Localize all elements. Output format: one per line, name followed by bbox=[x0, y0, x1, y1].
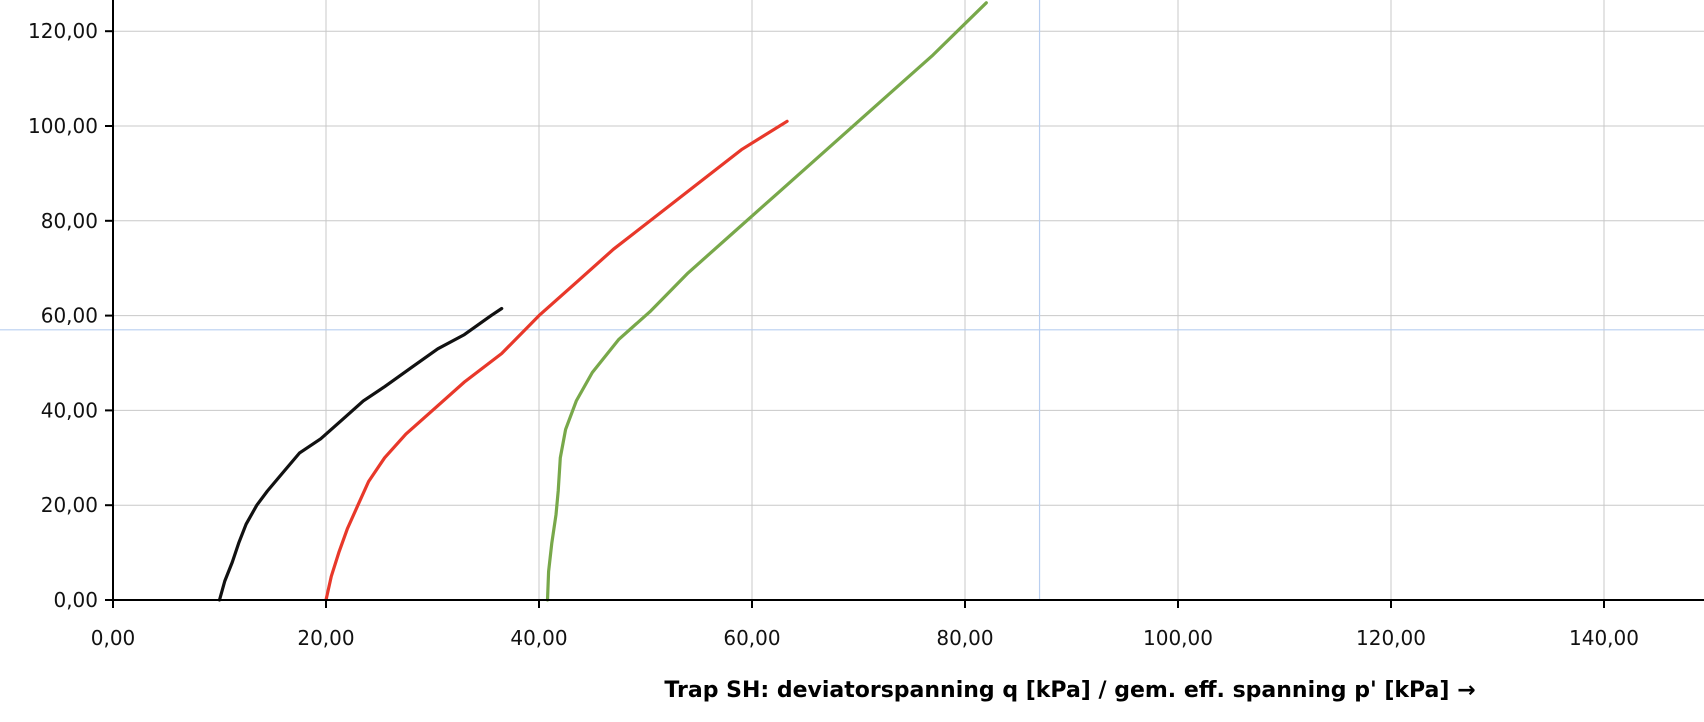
x-tick-label: 60,00 bbox=[723, 626, 780, 650]
x-tick-label: 140,00 bbox=[1569, 626, 1639, 650]
y-tick-label: 60,00 bbox=[41, 304, 98, 328]
y-tick-label: 120,00 bbox=[28, 19, 98, 43]
y-tick-label: 100,00 bbox=[28, 114, 98, 138]
y-tick-label: 40,00 bbox=[41, 398, 98, 422]
x-tick-label: 80,00 bbox=[936, 626, 993, 650]
x-tick-label: 40,00 bbox=[510, 626, 567, 650]
y-tick-label: 0,00 bbox=[53, 588, 98, 612]
y-tick-label: 80,00 bbox=[41, 209, 98, 233]
x-tick-label: 120,00 bbox=[1356, 626, 1426, 650]
y-tick-label: 20,00 bbox=[41, 493, 98, 517]
grid bbox=[113, 0, 1704, 600]
series-lines bbox=[217, 1, 988, 602]
tick-labels: 0,00 20,00 40,00 60,00 80,00 100,00 120,00 140,… bbox=[28, 19, 1639, 650]
series-line-1 bbox=[217, 306, 504, 602]
x-tick-label: 100,00 bbox=[1143, 626, 1213, 650]
series-line-3 bbox=[545, 1, 988, 602]
x-axis-title: Trap SH: deviatorspanning q [kPa] / gem.… bbox=[664, 678, 1475, 703]
x-tick-label: 20,00 bbox=[297, 626, 354, 650]
axes bbox=[105, 0, 1704, 608]
x-tick-label: 0,00 bbox=[91, 626, 136, 650]
series-line-2 bbox=[324, 119, 789, 602]
crosshair bbox=[0, 0, 1704, 600]
